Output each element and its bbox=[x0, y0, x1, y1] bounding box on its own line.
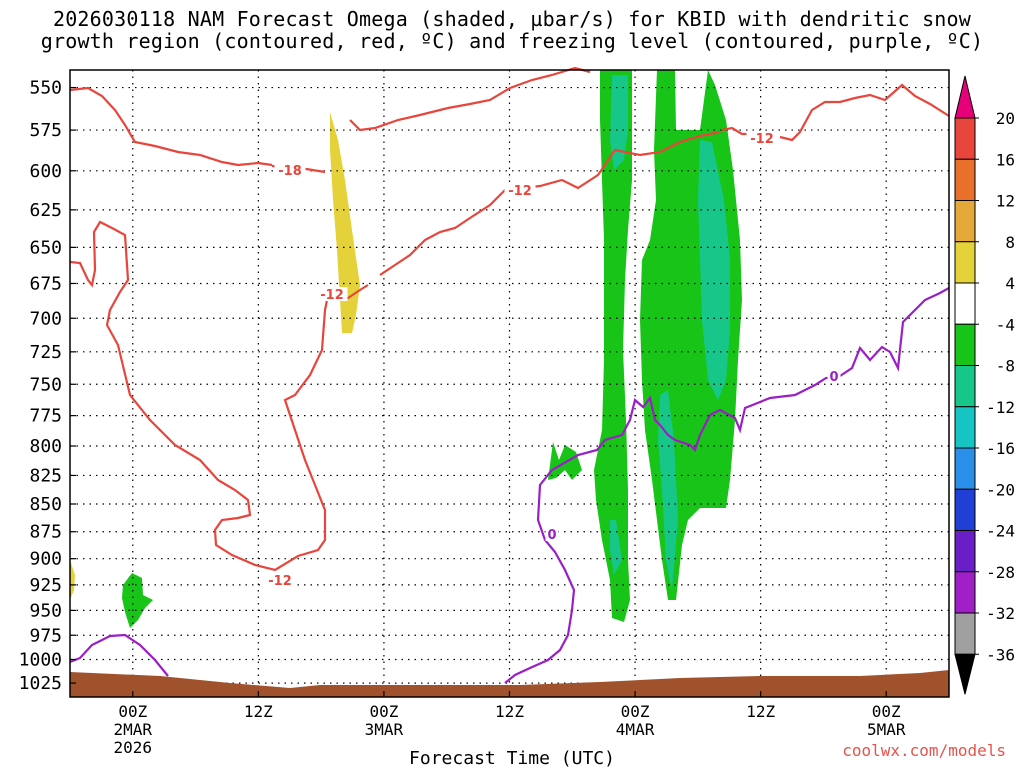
y-tick-label: 750 bbox=[29, 374, 62, 395]
colorbar-segment bbox=[954, 323, 976, 366]
colorbar-segment bbox=[954, 530, 976, 573]
colorbar-label: -12 bbox=[986, 398, 1015, 417]
colorbar-label: 12 bbox=[996, 192, 1015, 211]
temperature-contours bbox=[69, 66, 950, 572]
x-tick-label: 12Z bbox=[746, 702, 775, 721]
chart-title: 2026030118 NAM Forecast Omega (shaded, µ… bbox=[0, 8, 1024, 52]
omega-negative-region bbox=[594, 70, 632, 622]
contour-label: -12 bbox=[268, 574, 292, 589]
contour-label-bg bbox=[746, 131, 778, 145]
y-tick-label: 550 bbox=[29, 78, 62, 99]
x-tick-label: 00Z bbox=[369, 702, 398, 721]
colorbar-label: -32 bbox=[986, 604, 1015, 623]
colorbar-segment bbox=[954, 447, 976, 490]
colorbar-label: 8 bbox=[1005, 233, 1015, 252]
colorbar-cap-bottom bbox=[954, 653, 976, 695]
y-tick-label: 825 bbox=[29, 465, 62, 486]
y-tick-label: 600 bbox=[29, 161, 62, 182]
colorbar-label: -16 bbox=[986, 439, 1015, 458]
x-tick-label: 12Z bbox=[495, 702, 524, 721]
colorbar-cap-top bbox=[954, 75, 976, 119]
colorbar-segment bbox=[954, 365, 976, 408]
contour-label-bg bbox=[827, 369, 841, 383]
omega-positive-region bbox=[70, 560, 75, 600]
colorbar-label: -28 bbox=[986, 563, 1015, 582]
colorbar-segment bbox=[954, 406, 976, 449]
x-tick-label: 3MAR bbox=[365, 720, 404, 739]
x-tick-label: 2026 bbox=[114, 738, 153, 757]
contour-label: -12 bbox=[320, 288, 344, 303]
colorbar-segment bbox=[954, 488, 976, 531]
y-tick-label: 1000 bbox=[19, 649, 62, 670]
colorbar-segment bbox=[954, 571, 976, 614]
title-line-1: 2026030118 NAM Forecast Omega (shaded, µ… bbox=[52, 7, 972, 31]
x-tick-label: 00Z bbox=[621, 702, 650, 721]
colorbar-segment bbox=[954, 200, 976, 243]
colorbar-segment bbox=[954, 158, 976, 201]
y-tick-label: 925 bbox=[29, 575, 62, 596]
colorbar: 20 16 12 8 4 -4 -8 -12 -16 -20 -24 -28 -32 -36 bbox=[954, 75, 1015, 695]
x-tick-label: 2MAR bbox=[114, 720, 153, 739]
x-tick-label: 00Z bbox=[872, 702, 901, 721]
omega-shading bbox=[70, 70, 742, 628]
contour-label-bg bbox=[316, 287, 348, 301]
contour-label: -18 bbox=[278, 164, 302, 179]
contour-label: -12 bbox=[750, 132, 774, 147]
colorbar-segment bbox=[954, 282, 976, 325]
colorbar-label: -20 bbox=[986, 480, 1015, 499]
contour-label-bg bbox=[504, 183, 536, 197]
y-tick-label: 900 bbox=[29, 549, 62, 570]
omega-strong-region bbox=[610, 75, 628, 170]
omega-strong-region bbox=[610, 520, 622, 575]
y-tick-label: 775 bbox=[29, 406, 62, 427]
omega-strong-region bbox=[658, 390, 678, 590]
y-tick-label: 675 bbox=[29, 273, 62, 294]
colorbar-label: -24 bbox=[986, 522, 1015, 541]
y-tick-label: 700 bbox=[29, 308, 62, 329]
omega-negative-region bbox=[122, 573, 153, 628]
contour-label: 0 bbox=[547, 528, 556, 543]
y-tick-label: 650 bbox=[29, 237, 62, 258]
terrain-ground bbox=[70, 670, 949, 697]
contour-label: -12 bbox=[508, 184, 532, 199]
credit-text: coolwx.com/models bbox=[842, 741, 1006, 760]
colorbar-label: 4 bbox=[1005, 274, 1015, 293]
contour-label-bg bbox=[274, 163, 306, 177]
x-tick-label: 00Z bbox=[118, 702, 147, 721]
contour-label-bg bbox=[264, 573, 296, 587]
title-line-2: growth region (contoured, red, ºC) and f… bbox=[40, 29, 984, 53]
contour-label-bg bbox=[545, 527, 559, 541]
y-tick-label: 625 bbox=[29, 200, 62, 221]
colorbar-segment bbox=[954, 612, 976, 655]
colorbar-label: -4 bbox=[996, 315, 1015, 334]
grid-lines bbox=[70, 70, 949, 697]
y-tick-label: 975 bbox=[29, 625, 62, 646]
x-tick-label: 4MAR bbox=[616, 720, 655, 739]
y-tick-label: 575 bbox=[29, 120, 62, 141]
colorbar-label: -8 bbox=[996, 357, 1015, 376]
colorbar-label: 20 bbox=[996, 109, 1015, 128]
x-tick-label: 5MAR bbox=[867, 720, 906, 739]
colorbar-label: -36 bbox=[986, 645, 1015, 664]
y-tick-label: 850 bbox=[29, 494, 62, 515]
y-tick-label: 1025 bbox=[19, 673, 62, 694]
y-tick-label: 800 bbox=[29, 436, 62, 457]
omega-negative-region bbox=[548, 442, 582, 480]
y-tick-label: 950 bbox=[29, 600, 62, 621]
colorbar-label: 16 bbox=[996, 150, 1015, 169]
contour-labels: -18 -12 -12 -12 -12 0 0 bbox=[264, 131, 841, 589]
contour-label: 0 bbox=[829, 370, 838, 385]
colorbar-segment bbox=[954, 117, 976, 160]
y-tick-label: 875 bbox=[29, 522, 62, 543]
omega-positive-region bbox=[330, 112, 360, 333]
x-axis-label: Forecast Time (UTC) bbox=[409, 748, 615, 769]
freezing-level-contours bbox=[69, 287, 950, 684]
x-tick-label: 12Z bbox=[244, 702, 273, 721]
y-tick-label: 725 bbox=[29, 342, 62, 363]
y-axis: 550 575 600 625 650 675 700 725 750 775 800 825 850 8… bbox=[19, 78, 76, 694]
colorbar-segment bbox=[954, 241, 976, 284]
omega-strong-region bbox=[698, 140, 730, 400]
